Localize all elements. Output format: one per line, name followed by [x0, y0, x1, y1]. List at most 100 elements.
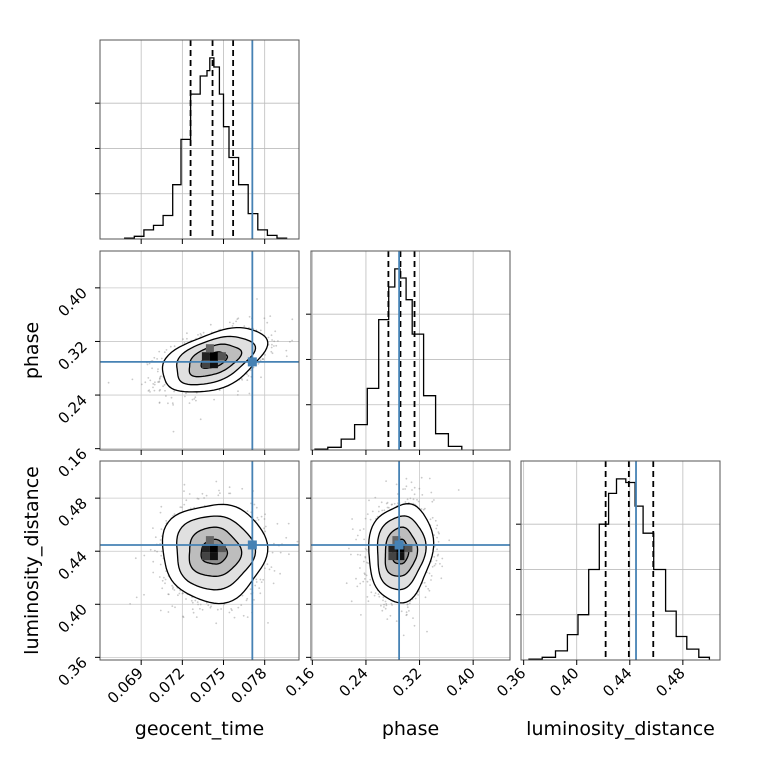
scatter-point — [256, 516, 259, 519]
scatter-point — [144, 381, 147, 384]
x-tick-label-geocent_time-0: 0.069 — [104, 664, 147, 707]
scatter-point — [287, 522, 290, 525]
scatter-point — [351, 518, 353, 520]
peak-pixel-0 — [201, 352, 210, 361]
scatter-point — [164, 582, 166, 585]
scatter-point — [231, 609, 233, 612]
scatter-point — [366, 596, 369, 598]
scatter-point — [370, 591, 373, 594]
scatter-point — [233, 616, 236, 619]
scatter-point — [377, 510, 380, 513]
scatter-point — [359, 582, 362, 585]
density-peak-geocent_time-luminosity_distance — [201, 536, 226, 561]
marginal-panel-luminosity_distance — [516, 461, 720, 660]
scatter-point — [228, 611, 231, 614]
scatter-point — [191, 398, 194, 401]
scatter-point — [367, 600, 370, 603]
scatter-point — [366, 580, 369, 583]
scatter-point — [240, 377, 243, 380]
scatter-point — [183, 342, 186, 344]
scatter-point — [395, 620, 398, 622]
scatter-point — [423, 581, 426, 584]
scatter-point — [424, 507, 426, 510]
scatter-point — [262, 578, 265, 581]
scatter-point — [185, 598, 187, 600]
scatter-point — [247, 375, 250, 377]
scatter-point — [359, 554, 362, 556]
marginal-panel-phase — [306, 251, 510, 450]
y-tick-label-luminosity_distance-3: 0.48 — [54, 494, 90, 530]
scatter-point — [436, 554, 439, 557]
scatter-point — [156, 370, 159, 373]
scatter-point — [363, 560, 365, 563]
scatter-point — [131, 378, 134, 381]
scatter-point — [140, 383, 143, 386]
scatter-point — [380, 501, 383, 504]
scatter-point — [257, 518, 260, 521]
scatter-point — [207, 604, 210, 607]
scatter-point — [158, 576, 161, 578]
panel-frame-geocent_time-luminosity_distance — [99, 460, 300, 661]
scatter-point — [255, 578, 258, 581]
scatter-point — [363, 572, 366, 575]
scatter-point — [427, 588, 430, 590]
scatter-point — [439, 562, 441, 565]
scatter-point — [167, 593, 170, 596]
x-tick-label-geocent_time-1: 0.072 — [145, 664, 188, 707]
scatter-point — [201, 492, 204, 495]
peak-pixel-1 — [209, 544, 218, 553]
scatter-point — [385, 604, 388, 607]
scatter-point — [436, 524, 439, 527]
scatter-point — [151, 367, 154, 370]
scatter-point — [430, 579, 432, 581]
scatter-point — [273, 340, 276, 343]
scatter-point — [158, 380, 161, 383]
peak-pixel-5 — [205, 344, 214, 353]
scatter-point — [378, 505, 380, 508]
panel-frame-phase — [310, 250, 511, 451]
scatter-point — [271, 339, 273, 341]
scatter-point — [159, 388, 162, 391]
scatter-point — [433, 564, 436, 567]
scatter-point — [159, 377, 161, 380]
scatter-point — [241, 379, 244, 381]
scatter-point — [182, 592, 184, 594]
scatter-point — [165, 395, 167, 397]
x-axis-title-phase: phase — [382, 718, 439, 740]
scatter-point — [440, 577, 443, 580]
scatter-point — [364, 547, 367, 550]
scatter-point — [266, 563, 269, 566]
scatter-point — [356, 585, 359, 588]
scatter-point — [148, 362, 151, 365]
scatter-point — [171, 587, 174, 590]
scatter-point — [159, 376, 162, 378]
scatter-point — [385, 502, 388, 505]
scatter-point — [149, 391, 151, 393]
scatter-point — [186, 337, 188, 340]
scatter-point — [414, 597, 417, 600]
scatter-point — [410, 481, 413, 484]
scatter-point — [257, 363, 260, 365]
scatter-point — [235, 320, 238, 323]
scatter-point — [418, 487, 421, 490]
scatter-point — [210, 605, 213, 608]
scatter-point — [273, 345, 275, 347]
scatter-point — [185, 499, 188, 502]
scatter-point — [383, 606, 385, 608]
scatter-point — [231, 325, 234, 327]
y-tick-label-phase-0: 0.16 — [54, 445, 90, 481]
scatter-point — [435, 527, 438, 530]
scatter-point — [433, 499, 435, 501]
scatter-point — [170, 396, 173, 399]
scatter-point — [371, 510, 374, 513]
scatter-point — [147, 377, 150, 379]
peak-pixel-0 — [388, 544, 397, 553]
panel-frame-luminosity_distance — [520, 460, 721, 661]
scatter-point — [273, 570, 276, 572]
scatter-point — [167, 611, 170, 613]
scatter-point — [158, 350, 161, 353]
scatter-point — [192, 611, 195, 614]
scatter-point — [188, 493, 191, 495]
